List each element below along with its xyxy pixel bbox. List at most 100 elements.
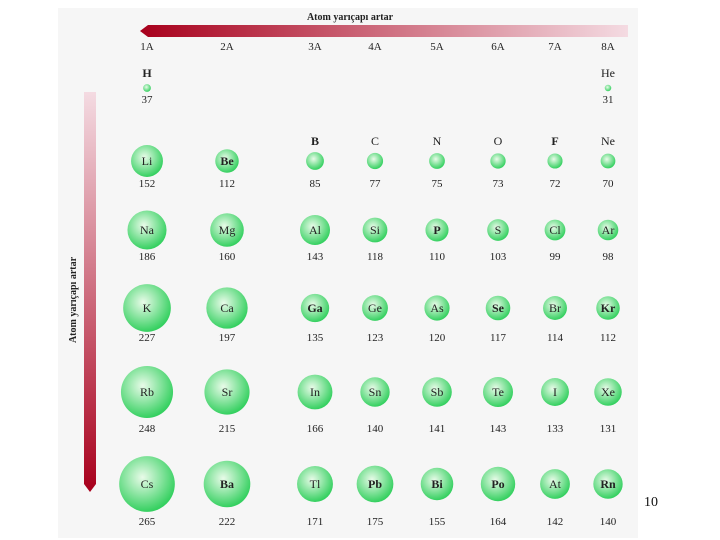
atom-sphere [424,295,450,321]
page-number: 10 [644,495,658,510]
atom-sphere [420,467,454,501]
element-at: At 142 [540,469,570,528]
element-na: Na 186 [127,210,167,263]
atom-sphere [429,153,445,169]
element-rn: Rn 140 [593,469,623,528]
atomic-radius-value: 140 [600,516,617,528]
element-symbol: K [143,301,152,315]
atomic-radius-value: 135 [307,332,324,344]
element-sn: Sn 140 [360,377,390,435]
atom-sphere [543,296,567,320]
element-symbol: I [553,385,557,399]
atomic-radius-value: 114 [547,332,564,344]
atomic-radius-value: 175 [367,516,384,528]
element-grid: H 37 He 31 Li 152 Be 112 B 85 C 77 N 75 O 73 F 72 Ne 70 Na 18… [119,66,623,528]
atom-sphere [600,153,616,169]
vertical-arrow-title: Atom yarıçapı artar [68,256,79,343]
atomic-radius-value: 131 [600,423,617,435]
element-symbol: P [433,223,440,237]
group-labels: 1A 2A 3A 4A 5A 6A 7A 8A [140,41,615,53]
atom-sphere [594,378,622,406]
element-symbol: Si [370,223,381,237]
element-se: Se 117 [485,295,511,344]
group-label: 5A [430,41,444,53]
atom-sphere [297,466,333,502]
atom-sphere [297,374,333,410]
element-symbol: H [142,66,152,80]
atomic-radius-value: 117 [490,332,507,344]
element-symbol: He [601,66,615,80]
element-rb: Rb 248 [120,365,174,435]
element-te: Te 143 [482,376,514,435]
atomic-radius-value: 248 [139,423,156,435]
atomic-radius-value: 197 [219,332,236,344]
element-symbol: Te [492,385,504,399]
atom-sphere [547,153,563,169]
element-si: Si 118 [362,217,388,263]
atom-sphere [206,287,248,329]
atom-sphere [210,213,244,247]
atom-sphere [299,214,331,246]
atomic-radius-value: 70 [603,178,615,190]
atomic-radius-value: 112 [600,332,616,344]
group-label: 2A [220,41,234,53]
element-symbol: Se [492,301,505,315]
element-symbol: Sb [431,385,444,399]
element-symbol: B [311,134,319,148]
atomic-radius-value: 103 [490,251,507,263]
element-ar: Ar 98 [597,219,619,263]
atomic-radius-value: 141 [429,423,446,435]
element-ne: Ne 70 [600,134,616,190]
element-f: F 72 [547,134,563,190]
element-symbol: Kr [601,301,616,315]
element-symbol: O [494,134,503,148]
element-s: S 103 [487,219,509,263]
atomic-radius-value: 155 [429,516,446,528]
element-br: Br 114 [543,296,567,344]
element-symbol: S [495,223,502,237]
atomic-radius-value: 160 [219,251,236,263]
atomic-radius-value: 75 [432,178,444,190]
atom-sphere [120,365,174,419]
group-label: 8A [601,41,615,53]
atom-sphere [422,377,452,407]
atom-sphere [123,284,171,332]
atomic-radius-value: 98 [603,251,615,263]
element-symbol: Bi [431,477,443,491]
atomic-radius-value: 31 [603,94,614,106]
atomic-radius-value: 123 [367,332,384,344]
atomic-radius-value: 72 [550,178,561,190]
element-he: He 31 [601,66,615,106]
atomic-radius-value: 152 [139,178,156,190]
atom-sphere [366,152,384,170]
element-symbol: Li [142,154,153,168]
element-symbol: C [371,134,379,148]
atom-sphere [480,466,516,502]
atom-sphere [360,377,390,407]
atom-sphere [204,369,250,415]
element-po: Po 164 [480,466,516,528]
atom-sphere [215,149,239,173]
element-symbol: Sr [222,385,233,399]
atom-sphere [143,84,151,92]
element-ge: Ge 123 [362,295,388,344]
atomic-radius-value: 85 [310,178,322,190]
atomic-radius-value: 227 [139,332,156,344]
element-sr: Sr 215 [204,369,250,435]
element-in: In 166 [297,374,333,435]
atomic-radius-value: 215 [219,423,236,435]
atomic-radius-value: 118 [367,251,384,263]
atom-sphere [362,295,388,321]
atom-sphere [127,210,167,250]
element-symbol: Ba [220,477,234,491]
element-symbol: Po [491,477,504,491]
atom-sphere [487,219,509,241]
atom-sphere [541,378,569,406]
element-k: K 227 [123,284,171,344]
atom-sphere [482,376,514,408]
element-h: H 37 [142,66,154,106]
element-symbol: Rn [600,477,616,491]
atom-sphere [604,84,612,92]
element-symbol: Ne [601,134,615,148]
